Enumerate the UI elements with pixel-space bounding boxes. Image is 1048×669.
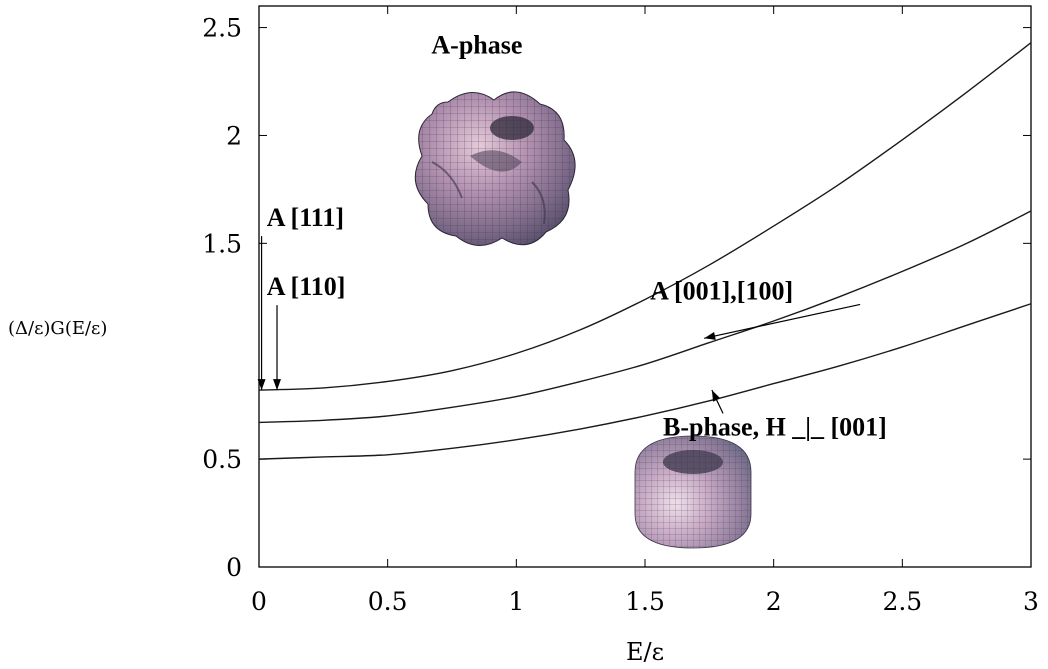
x-tick-label: 1: [508, 587, 524, 616]
y-tick-label: 1.5: [202, 229, 242, 258]
x-tick-label: 2: [766, 587, 782, 616]
x-axis-label: E/ε: [626, 638, 664, 666]
annotation-label: A [001],[100]: [650, 276, 793, 305]
series-lines: [258, 42, 1032, 460]
arrow-head: [257, 379, 266, 391]
x-tick-label: 3: [1023, 587, 1039, 616]
arrow-head: [273, 379, 282, 391]
x-tick-labels: 0 0.5 1 1.5 2 2.5 3: [251, 587, 1039, 616]
y-axis-label: (Δ/ε)G(E/ε): [8, 318, 107, 339]
a-phase-surface: [414, 91, 576, 246]
annotation-label: A-phase: [431, 30, 522, 59]
arrow-head: [704, 332, 716, 340]
y-tick-labels: 0 0.5 1.5 2 2.5: [202, 14, 242, 582]
x-tick-label: 0.5: [368, 587, 408, 616]
series-line-3: [258, 303, 1032, 460]
annotation-label: A [110]: [267, 272, 346, 301]
arrow-head: [711, 390, 721, 402]
annotation-label: B-phase, H _|_ [001]: [663, 412, 887, 441]
series-line-2: [258, 210, 1032, 424]
annotation-arrows: [257, 236, 861, 414]
y-tick-label: 2: [226, 121, 242, 150]
annotations: A-phase A [111] A [110] A [001],[100] B-phas…: [267, 30, 887, 441]
series-line-1: [258, 42, 1032, 391]
x-tick-label: 1.5: [625, 587, 665, 616]
annotation-arrow: [704, 303, 861, 339]
x-tick-label: 2.5: [882, 587, 922, 616]
y-tick-label: 0: [226, 553, 242, 582]
annotation-label: A [111]: [267, 203, 344, 232]
x-tick-label: 0: [251, 587, 267, 616]
y-tick-label: 0.5: [202, 445, 242, 474]
b-phase-surface: [634, 435, 752, 549]
y-tick-label: 2.5: [202, 14, 242, 43]
